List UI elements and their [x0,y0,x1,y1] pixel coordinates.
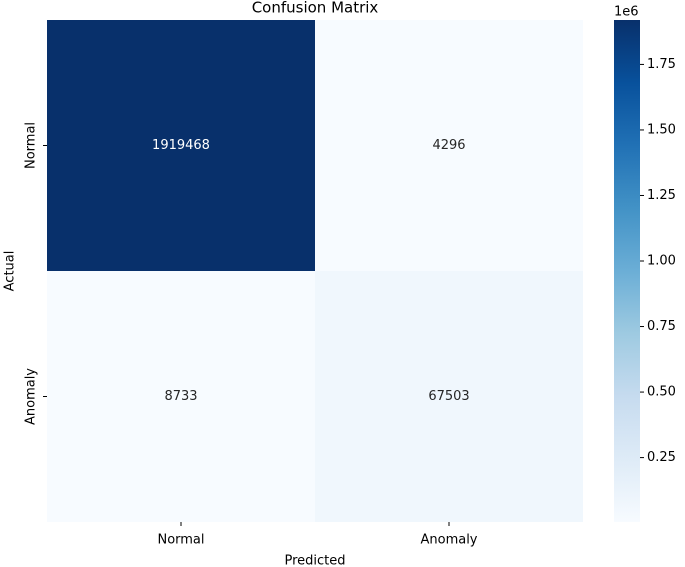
chart-title: Confusion Matrix [252,0,379,17]
colorbar-tick-label: 1.00 [647,254,676,269]
heatmap-cell [47,20,315,271]
cell-label: 4296 [432,138,465,153]
colorbar-tick-label: 0.25 [647,450,676,465]
cell-label: 67503 [428,389,469,404]
cell-label: 1919468 [152,138,210,153]
heatmap-cell [315,271,583,522]
y-axis-label: Actual [3,251,18,292]
cell-label: 8733 [164,389,197,404]
heatmap-cell [315,20,583,271]
colorbar-tick-label: 1.25 [647,188,676,203]
colorbar-tick-label: 1.75 [647,57,676,72]
colorbar [614,20,640,522]
colorbar-tick-label: 1.50 [647,122,676,137]
x-tick-label: Anomaly [420,533,477,548]
heatmap-cell [47,271,315,522]
x-tick-label: Normal [157,533,204,548]
colorbar-offset: 1e6 [614,5,639,20]
colorbar-tick-label: 0.50 [647,385,676,400]
y-tick-label: Anomaly [24,368,39,425]
colorbar-tick-label: 0.75 [647,319,676,334]
x-axis-label: Predicted [284,554,345,567]
y-tick-label: Normal [24,122,39,169]
